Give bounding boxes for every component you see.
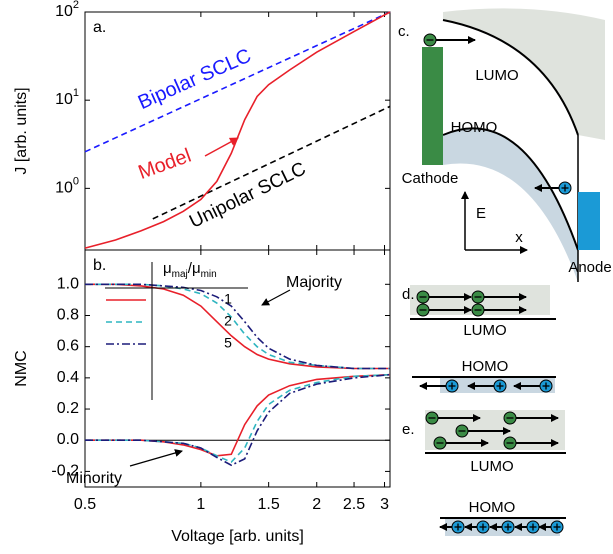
tick-base: 10: [55, 3, 73, 20]
homo-label: HOMO: [451, 119, 498, 136]
tick-base: 0.0: [57, 431, 79, 448]
legend-label: 1: [224, 291, 232, 307]
annotation: Majority: [286, 274, 342, 291]
y-axis-label: J [arb. units]: [13, 87, 30, 174]
tick-base: 0.2: [57, 400, 79, 417]
minority-line: [85, 373, 391, 464]
x-tick-label: 2: [312, 496, 321, 513]
y-tick-label: 0.8: [57, 307, 79, 324]
legend-label: 2: [224, 313, 232, 329]
tick-exponent: 1: [73, 87, 79, 99]
x-tick-label: 1.5: [258, 496, 280, 513]
tick-base: 0.8: [57, 307, 79, 324]
minority-line: [85, 373, 391, 457]
panel-label: e.: [402, 421, 415, 438]
x-tick-label: 0.5: [74, 496, 96, 513]
legend-title: μmaj/μmin: [163, 260, 217, 280]
x-tick-label: 3: [380, 496, 389, 513]
legend-title-part: /μ: [188, 260, 201, 277]
line: [84, 11, 391, 153]
y-tick-label: 101: [55, 87, 79, 108]
homo-edge: [442, 127, 579, 251]
y-tick-label: 0.6: [57, 338, 79, 355]
homo-label: HOMO: [469, 499, 516, 516]
minority-line: [85, 373, 391, 467]
homo-band: [443, 128, 578, 282]
anode: [578, 192, 600, 250]
panel-label: c.: [398, 23, 410, 40]
tick-exponent: 0: [73, 175, 79, 187]
tick-base: 0.4: [57, 369, 79, 386]
tick-base: 10: [55, 180, 73, 197]
majority-arrow: [261, 289, 291, 306]
transport-e: e. LUMO HOMO: [402, 410, 566, 536]
y-tick-label: 102: [55, 0, 79, 20]
cathode-label: Cathode: [402, 170, 459, 187]
x-axis-label: Voltage [arb. units]: [171, 528, 304, 545]
anode-label: Anode: [568, 259, 611, 276]
lumo-label: LUMO: [470, 458, 513, 475]
legend-label: 5: [224, 335, 232, 351]
y-axis-label: NMC: [13, 350, 30, 386]
tick-base: 10: [55, 91, 73, 108]
position-label: x: [515, 229, 523, 246]
tick-base: -0.2: [51, 463, 79, 480]
cathode: [422, 47, 443, 165]
legend-title-part: maj: [172, 269, 188, 280]
majority-line: [85, 283, 390, 370]
y-tick-label: 0.0: [57, 431, 79, 448]
y-tick-label: 100: [55, 175, 79, 196]
tick-exponent: 2: [73, 0, 79, 11]
band-diagram: c. LUMO HOMO Cathode E x Anode: [398, 8, 612, 282]
majority-line: [85, 283, 390, 370]
x-tick-label: 1: [196, 496, 205, 513]
lumo-edge: [442, 19, 579, 136]
legend-title-part: μ: [163, 260, 172, 277]
series-label: Bipolar SCLC: [135, 45, 255, 114]
lumo-label: LUMO: [463, 322, 506, 339]
annotation: Minority: [66, 470, 122, 487]
energy-label: E: [476, 205, 486, 222]
y-tick-label: 0.4: [57, 369, 79, 386]
y-tick-label: -0.2: [51, 463, 79, 480]
x-tick-label: 2.5: [343, 496, 365, 513]
lumo-band: [443, 8, 605, 140]
legend-title-part: min: [201, 269, 217, 280]
panel-label: b.: [93, 257, 106, 274]
series-label: Model: [135, 145, 194, 184]
line: [84, 11, 391, 249]
y-tick-label: 0.2: [57, 400, 79, 417]
majority-line: [85, 283, 390, 370]
homo-label: HOMO: [462, 358, 509, 375]
minority-arrow: [129, 449, 183, 467]
model-arrow: [204, 137, 239, 157]
tick-base: 1.0: [57, 276, 79, 293]
panel-label: d.: [402, 286, 415, 303]
line: [152, 105, 391, 220]
lumo-label: LUMO: [475, 67, 518, 84]
y-tick-label: 1.0: [57, 276, 79, 293]
panel-label: a.: [93, 19, 106, 36]
tick-base: 0.6: [57, 338, 79, 355]
